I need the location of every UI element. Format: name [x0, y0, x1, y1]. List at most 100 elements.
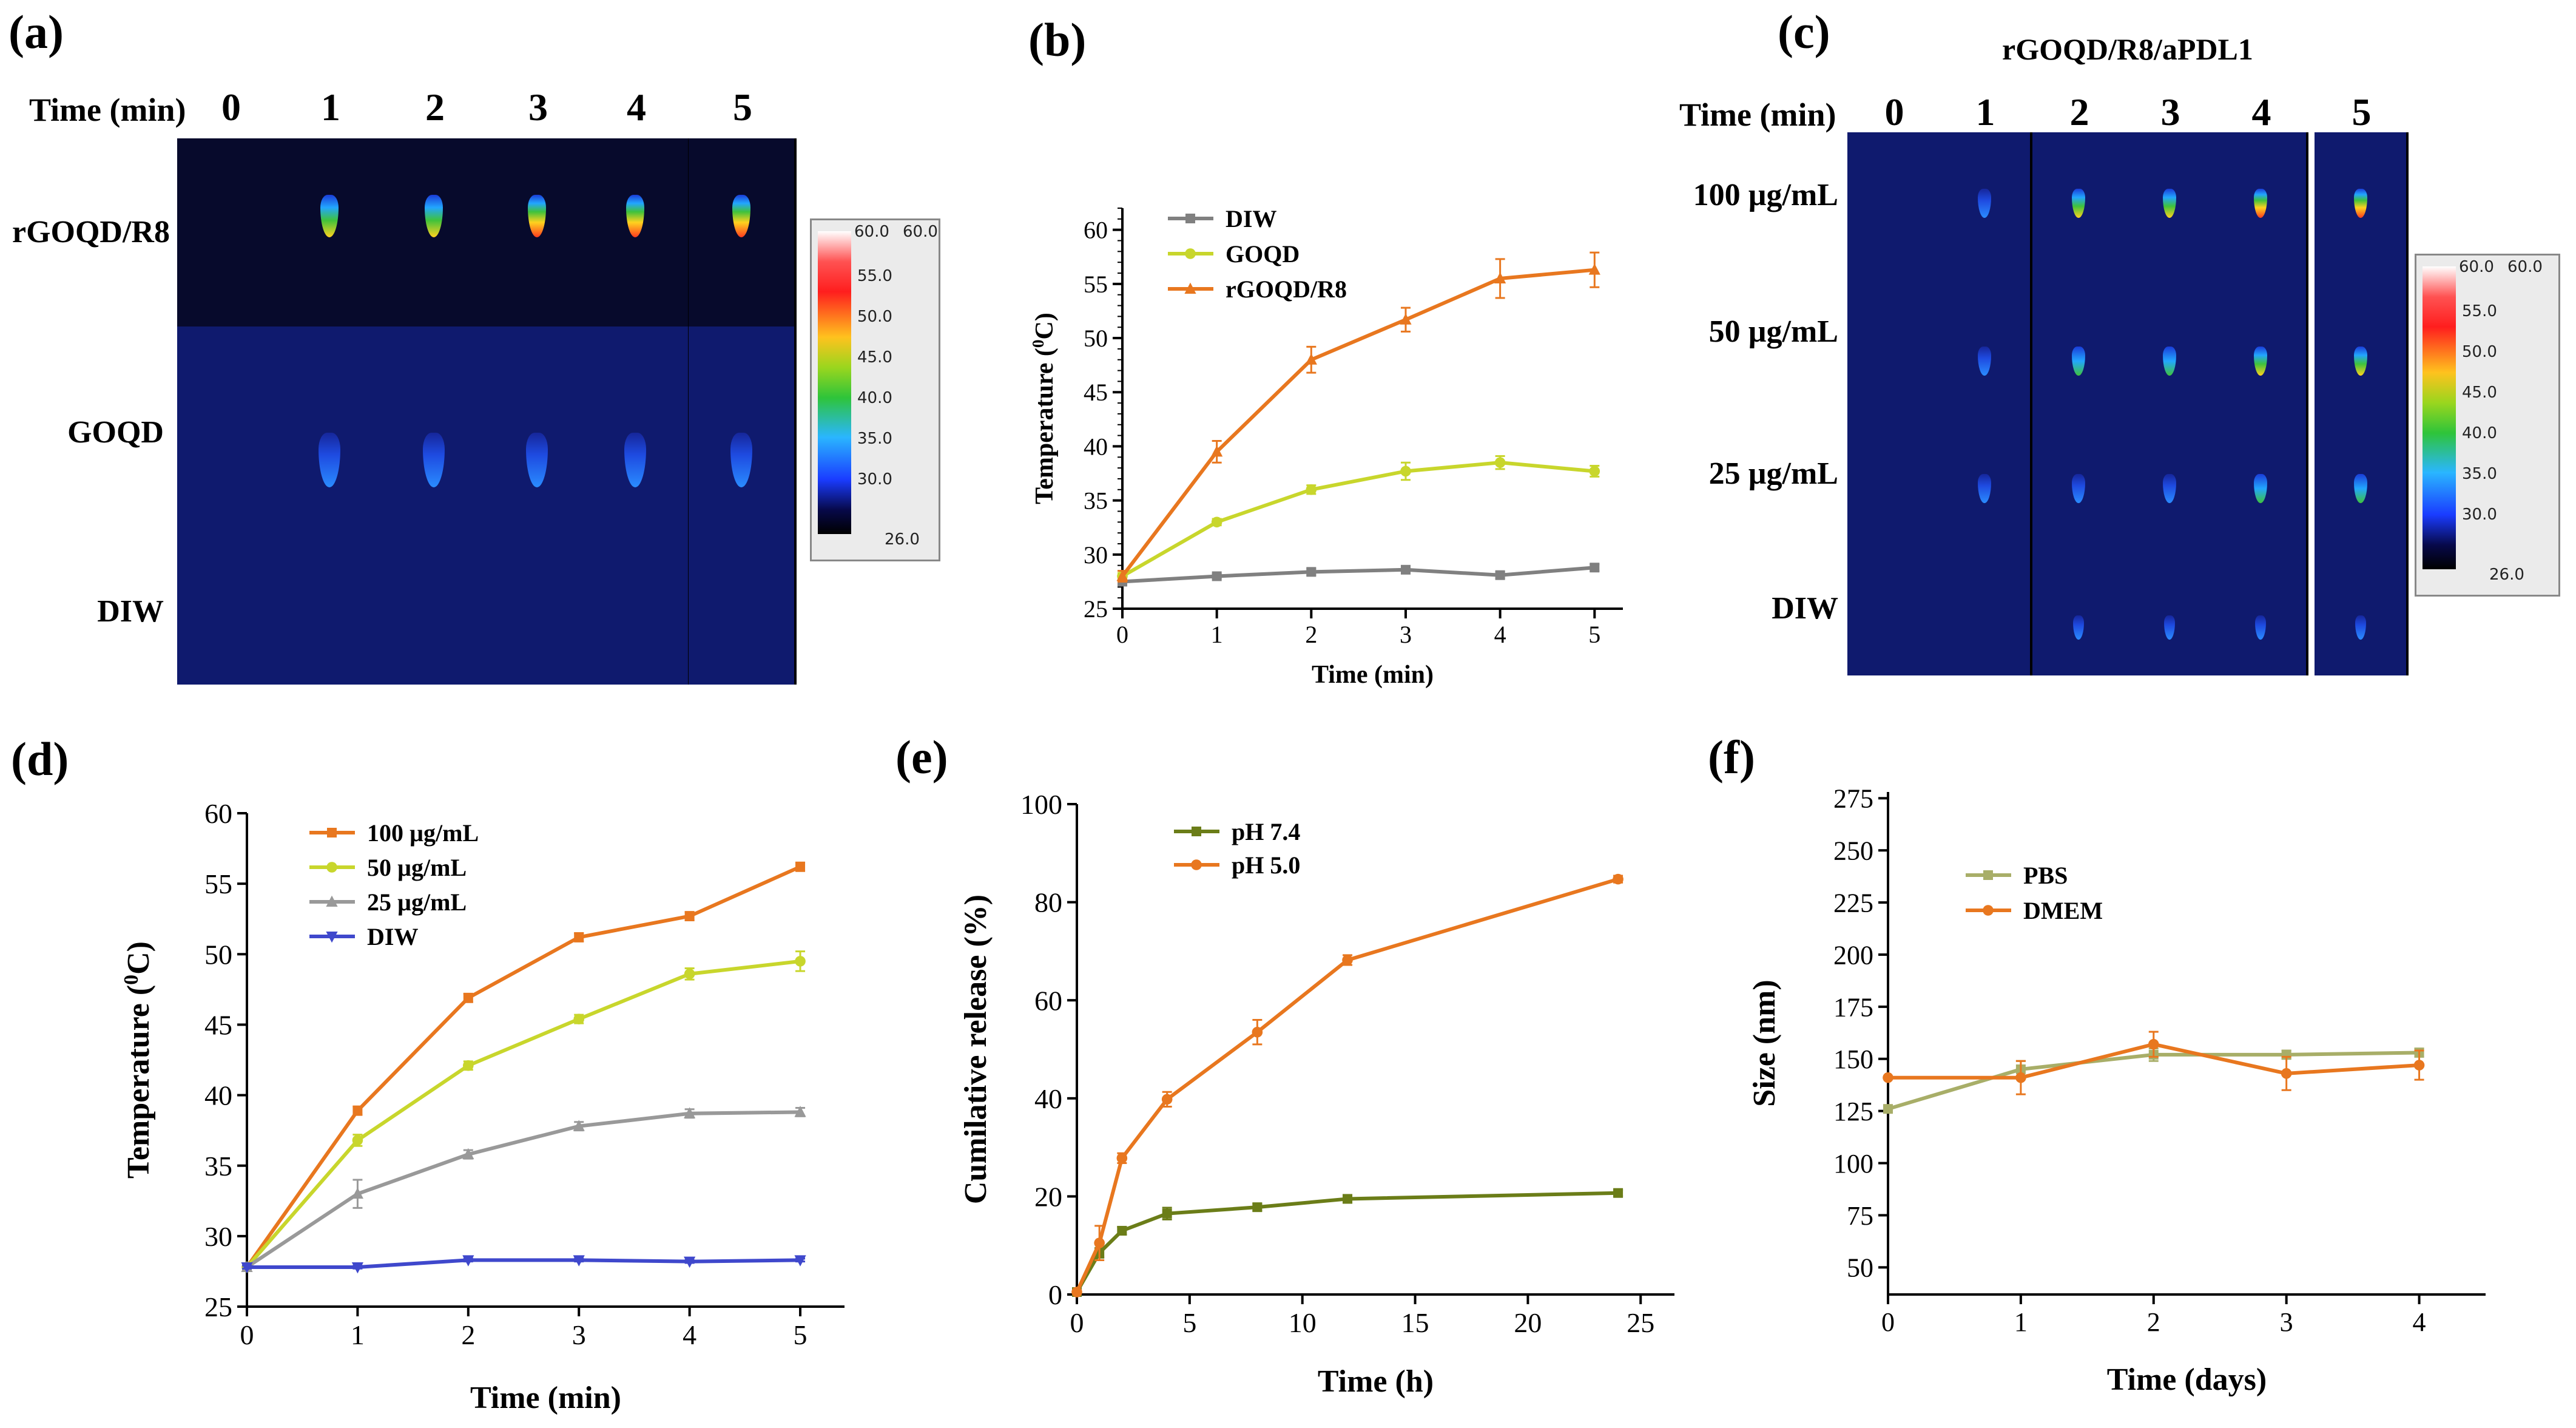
panel-a-time-header: Time (min) [29, 92, 186, 128]
thermal-hotspot [2162, 189, 2176, 218]
thermal-cell [689, 138, 797, 327]
x-tick-label: 5 [1182, 1307, 1196, 1338]
legend-label: 25 µg/mL [367, 888, 467, 916]
panel-c-time-0: 0 [1884, 90, 1904, 134]
y-tick-label: 225 [1833, 888, 1873, 918]
data-point [795, 956, 806, 967]
x-tick-label: 0 [240, 1319, 254, 1350]
data-point [1117, 1225, 1127, 1236]
series-line-2 [246, 1110, 801, 1269]
data-point [462, 1148, 474, 1160]
legend-marker [326, 895, 338, 907]
thermal-hotspot [2162, 346, 2176, 376]
thermal-hotspot [2353, 473, 2367, 503]
colorbar-tick: 35.0 [2462, 465, 2497, 483]
data-point [1211, 445, 1223, 457]
y-tick-label: 45 [204, 1010, 232, 1041]
panel-a-time-0: 0 [221, 86, 241, 129]
data-point [1212, 571, 1222, 581]
legend-marker [1983, 870, 1993, 880]
y-tick-label: 40 [204, 1080, 232, 1111]
thermal-hotspot [2072, 615, 2084, 640]
panel-c-title: rGOQD/R8/aPDL1 [2002, 32, 2253, 66]
data-point [574, 932, 584, 942]
x-tick-label: 5 [794, 1319, 808, 1350]
legend-label: GOQD [1226, 240, 1300, 268]
data-point [463, 993, 473, 1003]
thermal-hotspot [2353, 346, 2367, 376]
y-tick-label: 125 [1833, 1097, 1873, 1126]
panel-a-row-label-0: rGOQD/R8 [12, 215, 170, 249]
colorbar-max-label: 60.0 [854, 223, 889, 241]
data-point [352, 1106, 363, 1116]
data-point [1590, 563, 1600, 573]
thermal-hotspot [1977, 189, 1991, 218]
thermal-cell [2315, 405, 2409, 542]
data-point [241, 1262, 253, 1274]
y-tick-label: 50 [1847, 1253, 1873, 1283]
y-tick-label: 55 [204, 868, 232, 899]
y-tick-label: 25 [1084, 595, 1108, 623]
thermal-cell [1938, 132, 2032, 258]
x-tick-label: 4 [2413, 1307, 2426, 1337]
panel-a-time-3: 3 [528, 86, 548, 129]
x-tick-label: 2 [1305, 621, 1317, 648]
thermal-cell [2315, 132, 2409, 258]
data-point [794, 1106, 806, 1117]
y-tick-label: 35 [204, 1151, 232, 1182]
thermal-cell [177, 138, 285, 327]
data-point [573, 1255, 585, 1267]
data-point [1252, 1026, 1263, 1038]
series-line-1 [245, 959, 801, 1268]
data-point [1494, 457, 1506, 468]
chart-b-ylabel: Temperature (0C) [1029, 313, 1059, 504]
data-point [1400, 564, 1411, 575]
legend-label: DIW [367, 923, 418, 950]
legend-marker [326, 862, 337, 873]
data-point [1162, 1208, 1172, 1219]
data-point [1613, 1188, 1623, 1198]
x-tick-label: 2 [461, 1319, 475, 1350]
chart-b-letter: (b) [1028, 13, 1086, 66]
legend-label: DIW [1226, 205, 1276, 232]
panel-a-time-5: 5 [733, 86, 752, 129]
y-tick-label: 30 [204, 1221, 232, 1252]
y-tick-label: 55 [1084, 271, 1108, 298]
series-line-2 [1121, 268, 1595, 578]
data-point [794, 1255, 806, 1267]
colorbar-tick: 50.0 [2462, 343, 2497, 361]
x-tick-label: 3 [2280, 1307, 2293, 1337]
series-line-0 [1122, 566, 1595, 584]
data-point [1306, 484, 1317, 495]
panel-c-row-label-2: 25 µg/mL [1708, 456, 1838, 491]
thermal-cell [2032, 258, 2126, 405]
x-tick-label: 20 [1514, 1307, 1542, 1338]
data-point [1252, 1202, 1263, 1213]
data-point [1306, 567, 1317, 577]
colorbar-tick: 55.0 [857, 267, 892, 285]
thermal-cell [2214, 542, 2308, 675]
panel-c-time-5: 5 [2352, 90, 2372, 134]
y-tick-label: 50 [1084, 325, 1108, 352]
y-tick-label: 150 [1833, 1044, 1873, 1074]
y-tick-label: 0 [1048, 1279, 1062, 1310]
y-tick-label: 275 [1833, 784, 1873, 814]
panel-c-time-2: 2 [2069, 90, 2089, 134]
x-tick-label: 15 [1401, 1307, 1429, 1338]
x-tick-label: 25 [1627, 1307, 1654, 1338]
colorbar-tick: 40.0 [2462, 424, 2497, 442]
thermal-hotspot [2353, 189, 2367, 218]
panel-a-colorbar: 60.0 60.0 55.0 50.0 45.0 40.0 35.0 30.0 26.0 [810, 218, 940, 561]
y-tick-label: 60 [1034, 985, 1062, 1016]
panel-a-time-2: 2 [425, 86, 445, 129]
thermal-cell [2032, 405, 2126, 542]
thermal-hotspot [2162, 473, 2176, 503]
legend-label: 50 µg/mL [367, 854, 467, 881]
thermal-cell [582, 327, 690, 539]
data-point [1071, 1287, 1082, 1298]
thermal-hotspot [1977, 473, 1991, 503]
data-point [795, 862, 806, 872]
x-tick-label: 0 [1116, 621, 1128, 648]
y-tick-label: 60 [1084, 217, 1108, 244]
